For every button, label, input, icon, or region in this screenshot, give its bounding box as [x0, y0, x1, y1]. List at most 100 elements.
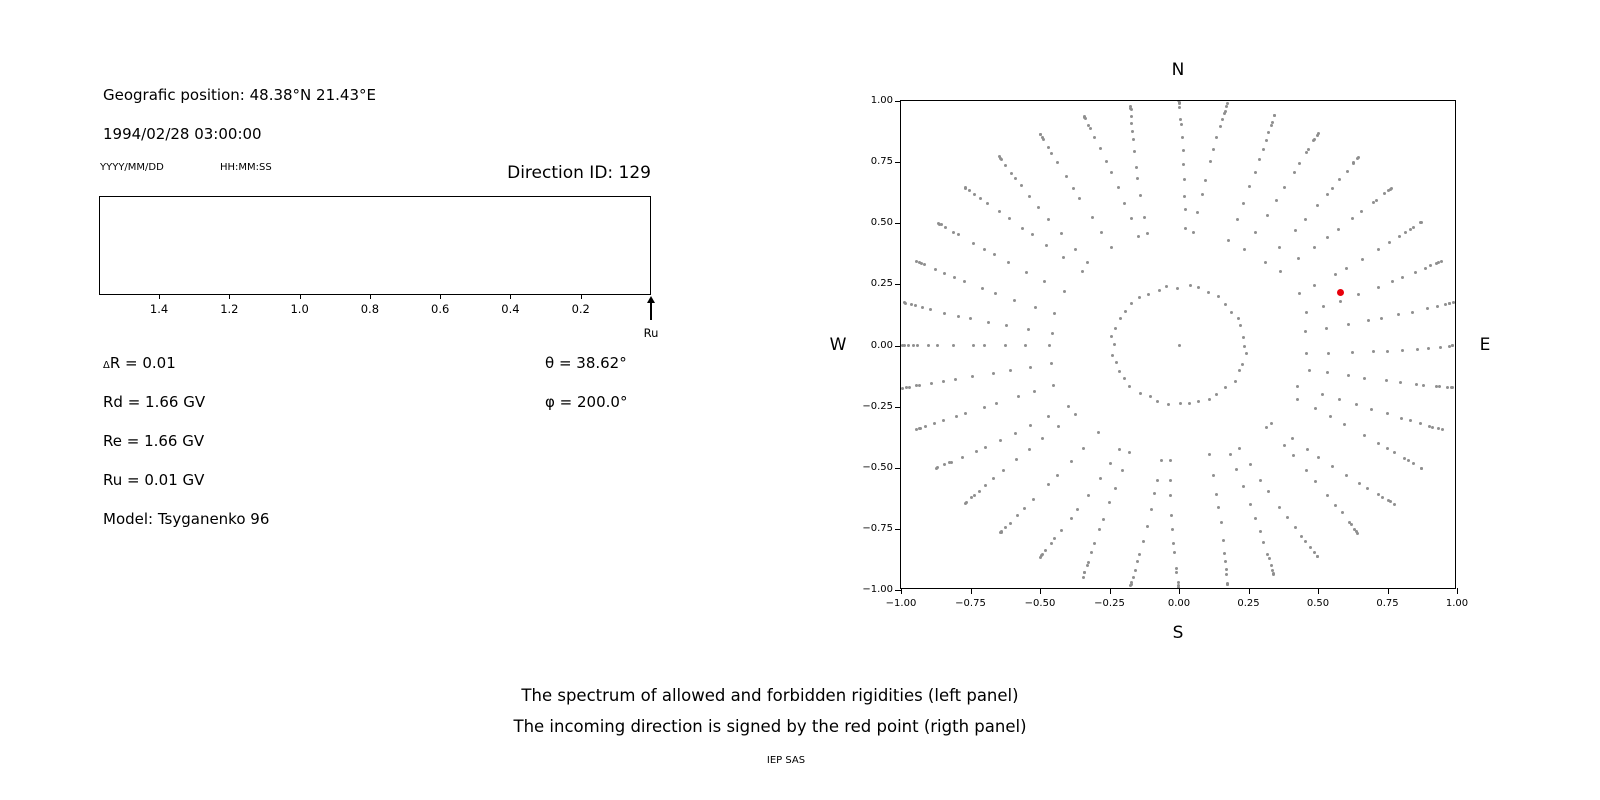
dot [1090, 216, 1094, 220]
dot [1451, 386, 1455, 390]
dot [1401, 348, 1405, 352]
dot [943, 463, 947, 467]
dot [994, 292, 998, 296]
scatter-y-tick-label: 0.00 [870, 339, 893, 351]
rigidity-spectrum-plot [99, 196, 651, 295]
dot [1419, 467, 1423, 471]
dot [1128, 384, 1132, 388]
dot [972, 344, 975, 348]
spectrum-x-tick-mark [159, 295, 161, 299]
dot [1347, 520, 1351, 524]
dot [1165, 284, 1169, 288]
delta-r-text: R = 0.01 [109, 354, 176, 372]
dot [1130, 581, 1134, 585]
dot [1270, 422, 1274, 426]
dot [1200, 192, 1204, 196]
dot [980, 287, 984, 291]
dot [982, 405, 986, 409]
dot [1305, 469, 1309, 473]
dot [1437, 385, 1441, 389]
dot [1416, 347, 1420, 351]
dot [997, 209, 1001, 213]
dot [1355, 157, 1359, 161]
spectrum-x-tick-mark [580, 295, 582, 299]
dot [1363, 376, 1367, 380]
dot [1005, 324, 1008, 328]
dot [1122, 376, 1126, 380]
spectrum-x-tick-mark [440, 295, 442, 299]
dot [1339, 299, 1343, 303]
dot [1040, 552, 1044, 556]
dot [1312, 245, 1316, 249]
compass-east-label: E [1479, 335, 1491, 355]
dot [1312, 551, 1316, 555]
dot [1081, 447, 1085, 451]
dot [1129, 216, 1133, 220]
dot [1145, 524, 1149, 528]
dot [1053, 537, 1057, 541]
dot [987, 321, 991, 325]
dot [1047, 415, 1051, 419]
dot [1171, 528, 1175, 532]
dot [1235, 217, 1239, 221]
dot [1222, 111, 1226, 115]
dot [1225, 582, 1229, 586]
dot [1109, 170, 1113, 174]
dot [1030, 233, 1034, 237]
dot [1073, 412, 1077, 416]
dot [1046, 146, 1050, 150]
dot [957, 233, 961, 237]
dot [1117, 448, 1121, 452]
dot [1418, 421, 1422, 425]
dot [1183, 207, 1187, 211]
dot [1100, 230, 1104, 234]
dot [1387, 189, 1391, 193]
dot [1448, 302, 1452, 306]
scatter-x-tick-mark [970, 588, 972, 594]
dot [1138, 296, 1142, 300]
dot [1179, 117, 1183, 121]
dot [1116, 186, 1120, 190]
dot [1098, 147, 1102, 151]
dot [1306, 148, 1310, 152]
dot [1212, 474, 1216, 478]
dot [1227, 238, 1231, 242]
dot [1422, 383, 1426, 387]
dot [1240, 363, 1244, 367]
dot [1326, 494, 1330, 498]
dot [1177, 586, 1181, 588]
dot [1293, 228, 1297, 232]
scatter-y-tick-mark [895, 162, 901, 164]
dot [1129, 114, 1133, 118]
dot [1409, 227, 1413, 231]
dot [1414, 382, 1418, 386]
scatter-y-tick-mark [895, 528, 901, 530]
dot [1304, 151, 1308, 155]
dot [971, 241, 975, 245]
dot [1110, 246, 1114, 250]
dot [1224, 572, 1228, 576]
scatter-y-tick-label: 0.75 [870, 156, 893, 168]
dot [920, 262, 924, 266]
dot [1218, 125, 1222, 129]
dot [983, 445, 987, 449]
dot [964, 501, 968, 505]
dot [1136, 560, 1140, 564]
dot [902, 344, 906, 347]
dot [907, 344, 911, 348]
dot [1385, 379, 1389, 383]
dot [1353, 527, 1357, 531]
dot [1027, 447, 1031, 451]
dot [1033, 306, 1037, 310]
model-label: Model: Tsyganenko 96 [103, 510, 270, 528]
dot [954, 377, 958, 381]
dot [1108, 501, 1112, 505]
dot [1178, 106, 1182, 110]
dot [1321, 305, 1325, 309]
dot [1098, 476, 1102, 480]
dot [1278, 245, 1282, 249]
dot [1296, 398, 1300, 402]
compass-west-label: W [829, 335, 847, 355]
dot [1351, 351, 1355, 355]
dot [914, 259, 918, 263]
